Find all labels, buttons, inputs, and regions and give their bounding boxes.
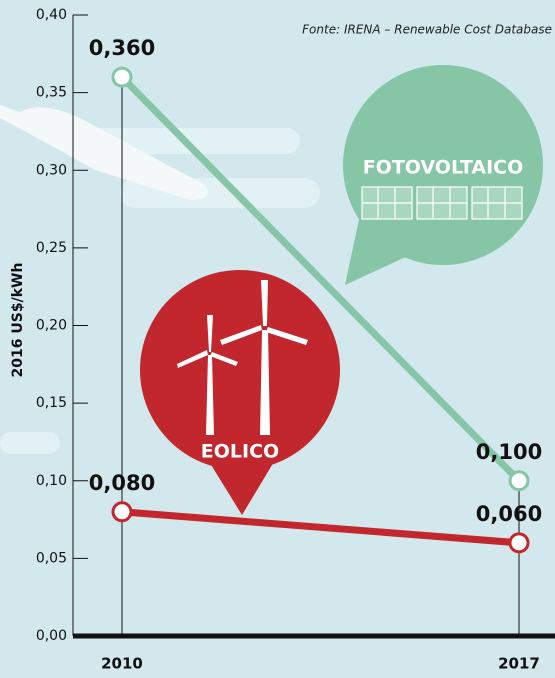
y-tick-label: 0,25 (36, 240, 67, 256)
y-axis-label: 2016 US$/kWh (10, 263, 26, 378)
marker (508, 532, 530, 554)
y-tick-label: 0,40 (36, 7, 67, 23)
data-label: 0,080 (89, 471, 155, 495)
marker (111, 501, 133, 523)
source: Fonte: IRENA – Renewable Cost Database (302, 23, 552, 37)
series-line (121, 508, 520, 547)
legend-bubble (343, 65, 543, 285)
data-label: 0,360 (89, 36, 155, 60)
x-tick-label: 2010 (101, 655, 143, 673)
marker (111, 66, 133, 88)
x-tick-label: 2017 (498, 655, 540, 673)
y-tick-label: 0,00 (36, 628, 67, 644)
y-tick-label: 0,20 (36, 318, 67, 334)
marker (508, 470, 530, 492)
data-label: 0,100 (476, 440, 542, 464)
data-label: 0,060 (476, 502, 542, 526)
series-line (119, 74, 522, 484)
y-tick-label: 0,10 (36, 473, 67, 489)
legend-label: FOTOVOLTAICO (363, 157, 524, 179)
y-tick-label: 0,05 (36, 550, 67, 566)
legend-label: EOLICO (201, 441, 279, 463)
decoration (0, 105, 320, 454)
legend-bubble (140, 270, 340, 515)
y-tick-label: 0,15 (36, 395, 67, 411)
y-tick-label: 0,35 (36, 85, 67, 101)
y-tick-label: 0,30 (36, 162, 67, 178)
